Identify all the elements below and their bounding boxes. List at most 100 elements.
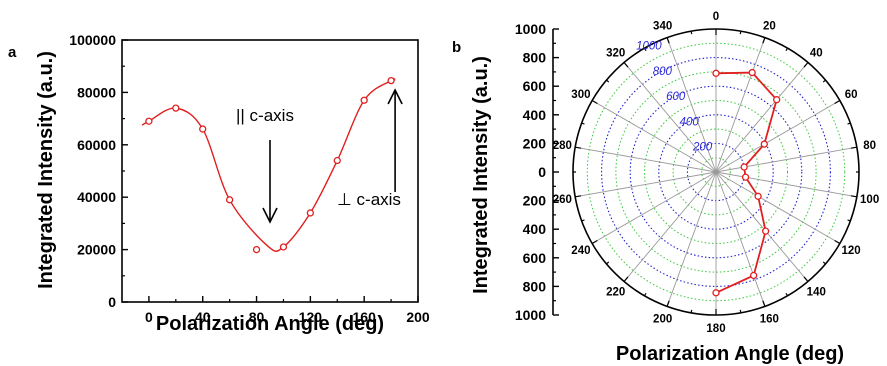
panel-a-fit-curve [141,78,396,253]
panel-b-ring-labels: 200 400 600 800 1000 [636,41,713,154]
angle-tick [581,219,585,222]
radial-tick-label: 1000 [515,307,546,323]
angle-tick [822,261,826,265]
angle-tick [606,261,610,265]
data-point [252,245,261,254]
radial-tick-label: 200 [523,193,547,209]
panel-a-annotations: || c-axis ⊥ c-axis [236,88,403,224]
angle-label: 160 [760,314,779,326]
angle-label: 280 [553,140,572,152]
angle-tick [739,309,742,313]
panel-b-y-axis-title: Integrated Intensity (a.u.) [470,56,492,294]
spoke [623,171,717,282]
angle-label: 20 [763,20,776,32]
series-point [754,192,762,200]
angle-label: 180 [706,323,725,335]
ring-label: 400 [680,116,700,128]
ring-label: 200 [692,142,713,154]
angle-tick [591,99,598,105]
angle-label: 300 [571,89,590,101]
angle-tick [847,122,851,125]
parallel-c-axis-label: || c-axis [236,106,294,125]
radial-tick-label: 600 [523,78,547,94]
ring-label: 1000 [636,41,662,53]
spoke [623,62,717,173]
angle-label: 340 [653,20,672,32]
data-point [225,196,234,204]
spoke [715,37,766,173]
angle-tick [591,239,598,245]
panel-a-letter: a [8,44,17,61]
spoke [715,100,841,173]
y-tick-label: 20000 [77,242,116,258]
spoke [666,171,717,307]
series-point [773,96,781,104]
spoke [591,171,717,244]
angle-tick [690,309,693,313]
y-tick-label: 40000 [77,189,116,205]
angle-label: 40 [810,47,823,59]
angle-tick [623,276,629,282]
angle-tick [666,37,670,44]
panel-b: b 200 400 600 800 1000 0 20 40 60 80 100 120 140 160… [452,11,879,365]
spoke [715,171,841,244]
panel-a: a 0 40 80 120 160 200 0 20000 40000 60000 80000 100… [8,32,430,335]
angle-tick [666,300,670,307]
angle-tick [822,79,826,83]
y-tick-label: 60000 [77,137,116,153]
angle-tick [762,300,766,307]
angle-label: 0 [713,11,719,23]
data-point [333,156,341,165]
data-point [306,209,315,217]
series-point [750,271,758,280]
ring-label: 600 [666,91,686,103]
angle-tick [690,31,693,35]
ring-label: 800 [653,66,673,78]
x-tick-label: 40 [195,309,211,325]
radial-tick-label: 0 [538,164,546,180]
data-point [360,96,368,104]
panel-b-letter: b [452,39,461,56]
panel-b-x-axis-title: Polarization Angle (deg) [616,343,844,365]
angle-tick [575,146,582,149]
angle-label: 120 [842,245,861,257]
spoke [715,146,857,173]
data-point [199,125,207,133]
x-tick-label: 0 [145,309,153,325]
radial-tick-label: 800 [523,278,547,294]
series-point [712,289,720,297]
spoke [666,37,717,173]
panel-a-x-axis-title: Polarization Angle (deg) [156,313,384,335]
series-point [761,227,770,235]
series-line [715,71,778,294]
radial-tick-label: 400 [523,221,547,237]
data-point [145,117,153,125]
angle-label: 140 [807,287,826,299]
panel-b-angle-labels: 0 20 40 60 80 100 120 140 160 180 200 220 240 260 280 3… [553,11,879,335]
angle-tick [575,195,582,198]
radial-tick-label: 600 [523,250,547,266]
parallel-arrow-head [262,207,278,224]
angle-tick [643,292,647,297]
x-tick-label: 200 [406,309,430,325]
angle-tick [785,47,789,52]
radial-tick-label: 400 [523,107,547,123]
data-point [279,243,288,251]
perpendicular-arrow-head [387,88,403,105]
spoke [715,171,766,307]
angle-tick [803,276,809,282]
x-tick-label: 120 [299,309,323,325]
angle-tick [850,146,857,149]
panel-b-radial-axis: 1000 800 600 400 200 0 200 400 600 800 1000 [515,21,559,323]
angle-tick [762,37,766,44]
angle-tick [643,47,647,52]
radial-tick-label: 800 [523,50,547,66]
angle-label: 200 [653,314,672,326]
angle-label: 80 [863,140,876,152]
y-tick-label: 0 [108,294,116,310]
spoke [591,100,717,173]
radial-tick-label: 1000 [515,21,546,37]
perpendicular-c-axis-label: ⊥ c-axis [337,190,401,209]
angle-tick [803,62,809,68]
